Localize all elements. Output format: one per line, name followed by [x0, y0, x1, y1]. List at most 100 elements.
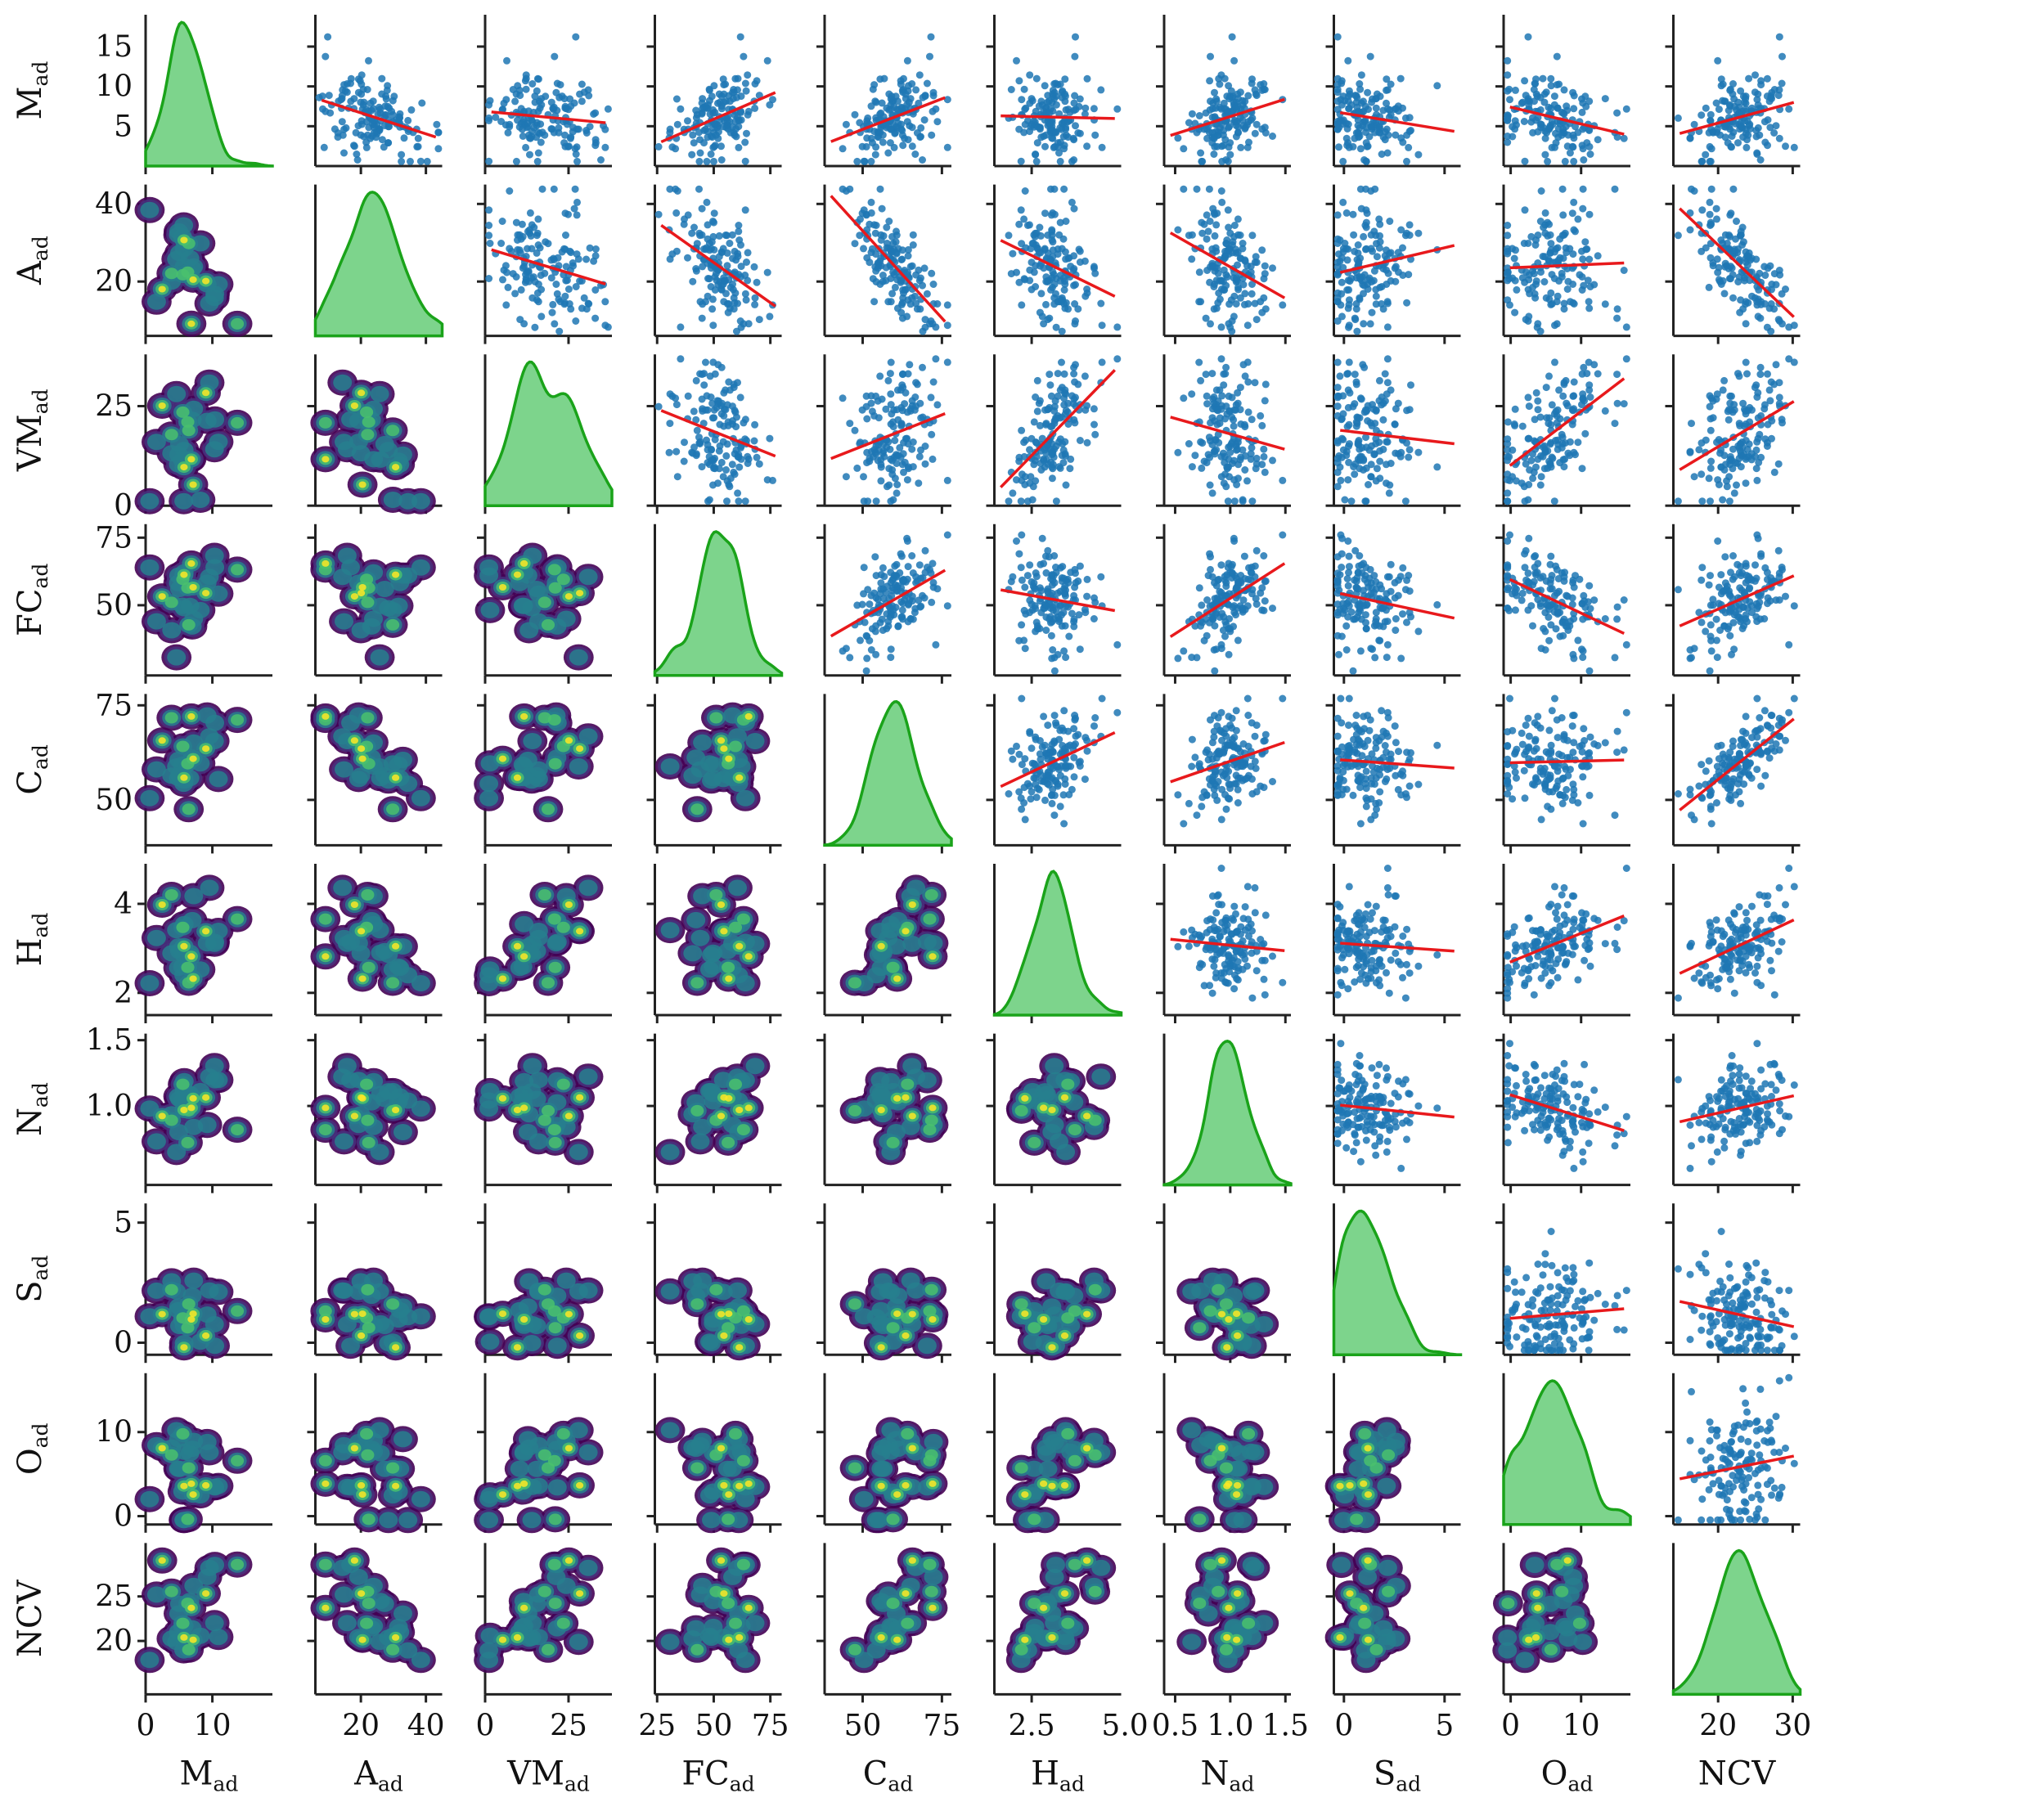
scatter-point	[1346, 90, 1354, 98]
scatter-point	[1058, 119, 1066, 128]
scatter-point	[584, 299, 592, 308]
scatter-point	[1030, 418, 1038, 426]
scatter-point	[1739, 133, 1747, 142]
scatter-point	[1052, 128, 1060, 137]
scatter-point	[1218, 157, 1226, 165]
scatter-point	[1261, 597, 1269, 605]
scatter-point	[1375, 438, 1383, 447]
scatter-point	[1339, 436, 1347, 443]
scatter-point	[1342, 119, 1351, 128]
scatter-point	[1560, 299, 1568, 308]
scatter-point	[1359, 361, 1367, 369]
scatter-point	[858, 406, 866, 414]
scatter-point	[1504, 222, 1512, 229]
scatter-point	[933, 118, 942, 126]
scatter-point	[553, 79, 561, 88]
kde-contour	[383, 492, 402, 508]
scatter-point	[1746, 418, 1754, 426]
scatter-point	[1058, 611, 1065, 619]
scatter-point	[863, 448, 871, 456]
scatter-point	[887, 125, 895, 133]
scatter-point	[1548, 401, 1556, 409]
scatter-point	[503, 56, 510, 65]
scatter-point	[1742, 407, 1750, 415]
scatter-point	[842, 645, 850, 653]
scatter-point	[870, 298, 879, 306]
kde-contour	[158, 285, 166, 293]
scatter-point	[871, 151, 879, 159]
scatter-point	[887, 645, 895, 654]
y-tick-label: 50	[95, 589, 133, 622]
kde-contour	[350, 402, 358, 409]
y-tick-label: 5	[114, 110, 133, 143]
scatter-point	[680, 220, 688, 228]
scatter-point	[1090, 405, 1098, 413]
scatter-point	[1345, 420, 1353, 429]
scatter-point	[734, 249, 742, 258]
scatter-point	[1531, 241, 1540, 249]
scatter-point	[1097, 573, 1105, 581]
scatter-point	[1208, 370, 1216, 378]
scatter-point	[338, 95, 346, 103]
scatter-point	[1216, 414, 1224, 422]
scatter-point	[1407, 381, 1414, 389]
scatter-point	[1062, 481, 1070, 489]
scatter-point	[1747, 456, 1756, 464]
scatter-point	[1017, 157, 1025, 165]
kde-curve	[144, 20, 274, 168]
panel-3-0	[134, 524, 272, 684]
kde-contour	[164, 596, 178, 609]
scatter-point	[1578, 370, 1586, 378]
scatter-point	[1697, 470, 1706, 479]
scatter-point	[357, 80, 366, 88]
panel-1-6	[1156, 184, 1291, 344]
scatter-point	[1225, 320, 1233, 328]
scatter-point	[1351, 247, 1359, 255]
scatter-point	[872, 497, 880, 506]
scatter-point	[1036, 223, 1044, 231]
scatter-point	[353, 151, 361, 158]
scatter-point	[1042, 109, 1050, 117]
scatter-point	[1729, 465, 1737, 473]
scatter-point	[704, 221, 712, 229]
scatter-point	[696, 136, 704, 144]
scatter-point	[877, 109, 885, 117]
y-tick-label: 40	[95, 187, 133, 221]
scatter-point	[1042, 273, 1050, 281]
scatter-point	[1560, 129, 1568, 137]
scatter-point	[726, 483, 734, 491]
scatter-point	[1261, 305, 1270, 313]
panel-2-8	[1495, 354, 1630, 515]
scatter-point	[555, 327, 564, 335]
scatter-point	[1059, 446, 1068, 454]
scatter-point	[522, 85, 530, 93]
scatter-point	[1568, 142, 1576, 151]
scatter-point	[894, 452, 902, 460]
scatter-point	[1536, 481, 1545, 489]
scatter-point	[719, 473, 727, 481]
scatter-point	[534, 107, 542, 115]
scatter-point	[1706, 426, 1715, 434]
scatter-point	[695, 157, 704, 165]
scatter-point	[1698, 206, 1706, 214]
scatter-point	[1042, 627, 1050, 634]
scatter-point	[1222, 363, 1230, 371]
scatter-point	[1590, 361, 1599, 369]
scatter-point	[407, 106, 416, 114]
scatter-point	[1742, 358, 1750, 366]
scatter-point	[1210, 305, 1218, 313]
scatter-point	[1048, 654, 1056, 663]
kde-contour	[569, 649, 588, 666]
panel-1-1	[313, 184, 444, 344]
scatter-point	[1220, 142, 1228, 150]
scatter-point	[1697, 111, 1706, 119]
scatter-point	[1356, 85, 1365, 93]
scatter-point	[1203, 459, 1211, 467]
scatter-point	[1243, 321, 1252, 330]
scatter-point	[908, 552, 916, 559]
scatter-point	[1180, 647, 1188, 655]
scatter-point	[878, 204, 886, 213]
scatter-point	[1559, 392, 1567, 400]
scatter-point	[1071, 52, 1079, 61]
scatter-point	[1585, 210, 1594, 218]
